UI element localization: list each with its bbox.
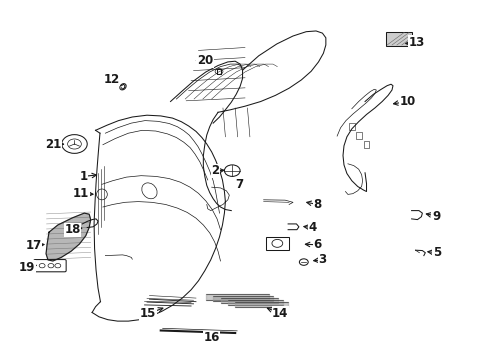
Text: 6: 6 — [314, 238, 321, 251]
Text: 3: 3 — [318, 253, 326, 266]
Text: 10: 10 — [399, 95, 416, 108]
Text: 17: 17 — [25, 239, 42, 252]
Text: 13: 13 — [408, 36, 425, 49]
Text: 12: 12 — [103, 73, 120, 86]
Text: 21: 21 — [45, 138, 61, 151]
Text: 18: 18 — [64, 223, 81, 236]
FancyBboxPatch shape — [386, 32, 412, 46]
Text: 4: 4 — [309, 221, 317, 234]
Text: 5: 5 — [433, 246, 441, 259]
Text: 2: 2 — [212, 165, 220, 177]
Text: 8: 8 — [314, 198, 321, 211]
Polygon shape — [46, 213, 91, 261]
Text: 1: 1 — [79, 170, 87, 183]
Text: 7: 7 — [235, 178, 243, 191]
Text: 19: 19 — [19, 261, 35, 274]
Text: 16: 16 — [203, 331, 220, 344]
Text: 11: 11 — [73, 187, 89, 200]
Text: 14: 14 — [272, 307, 289, 320]
Text: 9: 9 — [432, 210, 440, 222]
Text: 15: 15 — [140, 307, 156, 320]
Text: 20: 20 — [196, 54, 213, 67]
